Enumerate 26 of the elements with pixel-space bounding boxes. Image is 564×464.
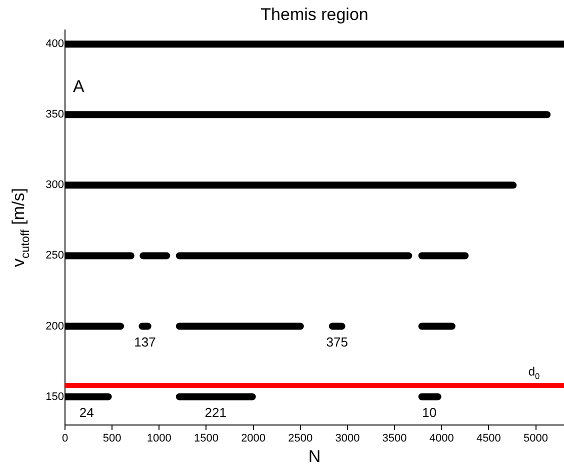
y-tick-label: 350 [46,108,64,121]
y-tick-label: 400 [46,38,64,50]
annotation: A [73,77,85,96]
x-axis-title: N [308,447,321,464]
annotation: 375 [326,334,348,350]
chart-title: Themis region [260,5,368,24]
annotation: 24 [79,404,94,420]
y-tick-label: 200 [46,320,64,332]
annotation: 221 [204,404,226,420]
x-tick-label: 2000 [241,432,266,445]
x-tick-label: 2500 [288,432,313,445]
y-tick-label: 300 [46,179,64,192]
x-tick-label: 1500 [194,432,218,445]
x-tick-label: 4500 [476,432,501,445]
x-tick-label: 3000 [335,432,360,445]
annotation: 10 [422,404,437,420]
x-tick-label: 5000 [524,432,548,445]
x-tick-label: 3500 [382,432,407,445]
x-tick-label: 1000 [146,432,172,445]
y-tick-label: 150 [46,390,64,403]
y-axis-title: vcutoff [m/s] [9,188,32,267]
annotation: 137 [134,334,156,350]
x-tick-label: 500 [102,432,122,445]
x-tick-label: 4000 [429,432,454,445]
y-tick-label: 250 [46,250,64,262]
x-tick-label: 0 [62,432,68,445]
